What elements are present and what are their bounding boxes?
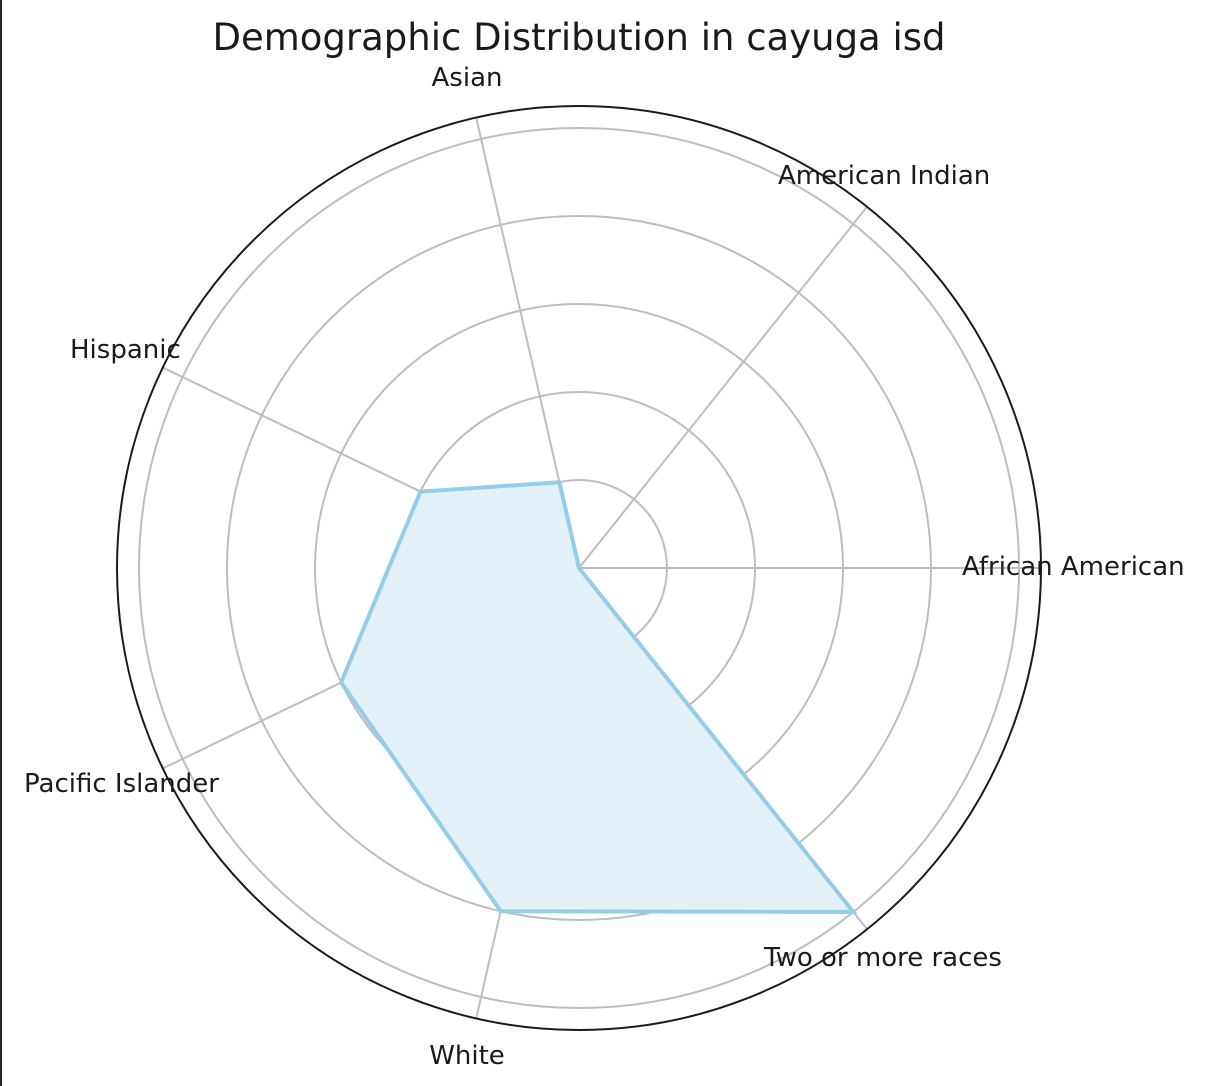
category-label: African American bbox=[962, 552, 1185, 582]
category-label: Two or more races bbox=[763, 943, 1002, 973]
series-layer bbox=[338, 480, 858, 915]
category-label: Hispanic bbox=[70, 335, 181, 365]
chart-title: Demographic Distribution in cayuga isd bbox=[212, 16, 945, 59]
category-label: Asian bbox=[432, 63, 503, 93]
category-label: American Indian bbox=[778, 161, 990, 191]
category-labels: African American American Indian Asian Hisp… bbox=[24, 63, 1185, 1071]
series-line bbox=[338, 480, 858, 915]
polar-outer-boundary bbox=[116, 105, 1042, 1031]
spoke-gridline bbox=[578, 206, 868, 569]
series-area-fill bbox=[341, 482, 854, 913]
category-label: White bbox=[429, 1041, 505, 1071]
category-label: Pacific Islander bbox=[24, 769, 219, 799]
